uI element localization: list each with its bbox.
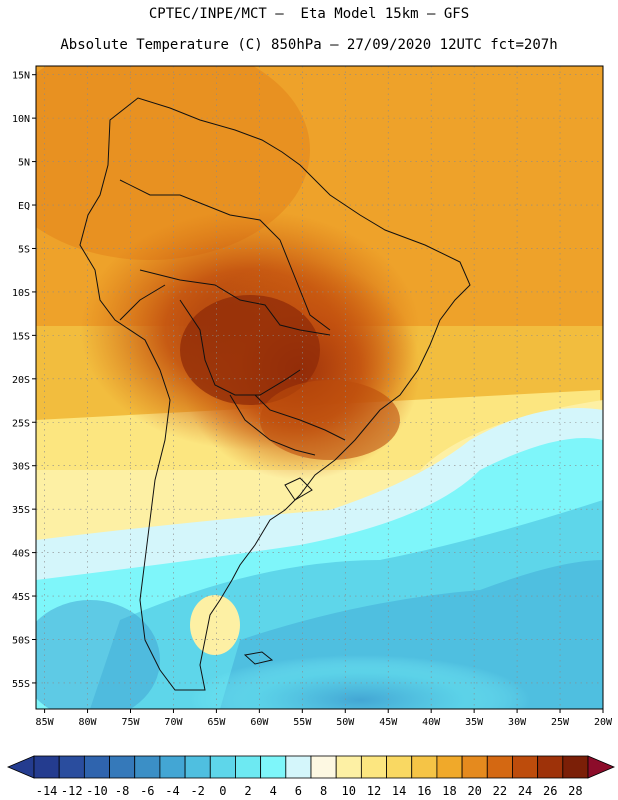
colorbar-swatch [209, 755, 236, 779]
colorbar-label: 6 [295, 784, 302, 798]
colorbar-label: 26 [543, 784, 557, 798]
lon-label: 25W [551, 717, 570, 728]
map-title-line2: Absolute Temperature (C) 850hPa – 27/09/… [60, 37, 558, 53]
colorbar-label: -10 [86, 784, 108, 798]
colorbar-label: -8 [115, 784, 129, 798]
colorbar-label: 14 [392, 784, 406, 798]
colorbar-swatch [285, 755, 312, 779]
lat-label: 5S [18, 244, 30, 255]
colorbar-swatch [461, 755, 488, 779]
colorbar-label: -4 [165, 784, 179, 798]
colorbar-label: 16 [417, 784, 431, 798]
lat-label: 10N [12, 114, 30, 125]
colorbar-label: 8 [320, 784, 327, 798]
colorbar-swatch [486, 755, 513, 779]
lat-label: 55S [12, 679, 30, 690]
temperature-field [36, 66, 603, 709]
lat-label: 15N [12, 71, 30, 82]
lon-label: 60W [250, 717, 269, 728]
colorbar-swatch [386, 755, 413, 779]
lat-label: 40S [12, 549, 30, 560]
colorbar: -14 -12 -10 -8 -6 -4 -2 0 2 4 6 8 10 12 14 16 18 20 22 24 26… [6, 755, 616, 798]
lon-label: 55W [293, 717, 312, 728]
lat-label: 35S [12, 505, 30, 516]
colorbar-label: 22 [493, 784, 507, 798]
colorbar-swatch [411, 755, 438, 779]
colorbar-label: 0 [219, 784, 226, 798]
lon-label: 80W [79, 717, 98, 728]
colorbar-swatch [562, 755, 589, 779]
lat-label: 15S [12, 331, 30, 342]
colorbar-swatch [109, 755, 136, 779]
lat-label: 25S [12, 418, 30, 429]
colorbar-label: 28 [568, 784, 582, 798]
colorbar-label: 24 [518, 784, 532, 798]
lon-label: 35W [465, 717, 484, 728]
lon-label: 75W [121, 717, 140, 728]
colorbar-swatch [159, 755, 186, 779]
colorbar-label: 18 [442, 784, 456, 798]
lon-label: 65W [207, 717, 226, 728]
coastline-outline [79, 97, 471, 691]
lat-label: 45S [12, 592, 30, 603]
colorbar-label: 20 [467, 784, 481, 798]
colorbar-swatch [436, 755, 463, 779]
colorbar-label: 2 [244, 784, 251, 798]
lon-label: 85W [36, 717, 55, 728]
lon-label: 30W [508, 717, 527, 728]
lon-label: 70W [164, 717, 183, 728]
colorbar-swatch [184, 755, 211, 779]
lat-label: 20S [12, 375, 30, 386]
lat-lon-grid [36, 66, 604, 709]
colorbar-label: -14 [36, 784, 58, 798]
lat-label: 10S [12, 288, 30, 299]
colorbar-swatch [235, 755, 262, 779]
colorbar-swatch [512, 755, 539, 779]
colorbar-swatch [33, 755, 60, 779]
colorbar-label: -12 [61, 784, 83, 798]
lat-label: EQ [18, 201, 30, 212]
colorbar-swatch [335, 755, 362, 779]
colorbar-swatch [360, 755, 387, 779]
colorbar-label: 10 [342, 784, 356, 798]
lon-label: 50W [336, 717, 355, 728]
latitude-axis: 15N 10N 5N EQ 5S 10S 15S 20S 25S 30S 35S 40S 45S 50S 5… [12, 71, 36, 690]
colorbar-label: -6 [140, 784, 154, 798]
lon-label: 40W [422, 717, 441, 728]
lat-label: 30S [12, 462, 30, 473]
colorbar-swatch [537, 755, 564, 779]
colorbar-label: 12 [367, 784, 381, 798]
colorbar-swatch [134, 755, 161, 779]
lon-label: 20W [594, 717, 613, 728]
colorbar-arrow-right [587, 755, 616, 779]
colorbar-label: 4 [270, 784, 277, 798]
lon-label: 45W [379, 717, 398, 728]
map-frame [35, 65, 604, 710]
colorbar-swatch [310, 755, 337, 779]
map-title-line1: CPTEC/INPE/MCT – Eta Model 15km – GFS [148, 6, 470, 22]
lat-label: 50S [12, 635, 30, 646]
colorbar-swatch [58, 755, 85, 779]
longitude-axis: 85W 80W 75W 70W 65W 60W 55W 50W 45W 40W 35W 30W 25W 2… [36, 709, 613, 728]
lat-label: 5N [18, 158, 30, 169]
colorbar-swatch [83, 755, 110, 779]
colorbar-swatch [260, 755, 287, 779]
colorbar-label: -2 [190, 784, 204, 798]
colorbar-arrow-left [6, 755, 35, 779]
